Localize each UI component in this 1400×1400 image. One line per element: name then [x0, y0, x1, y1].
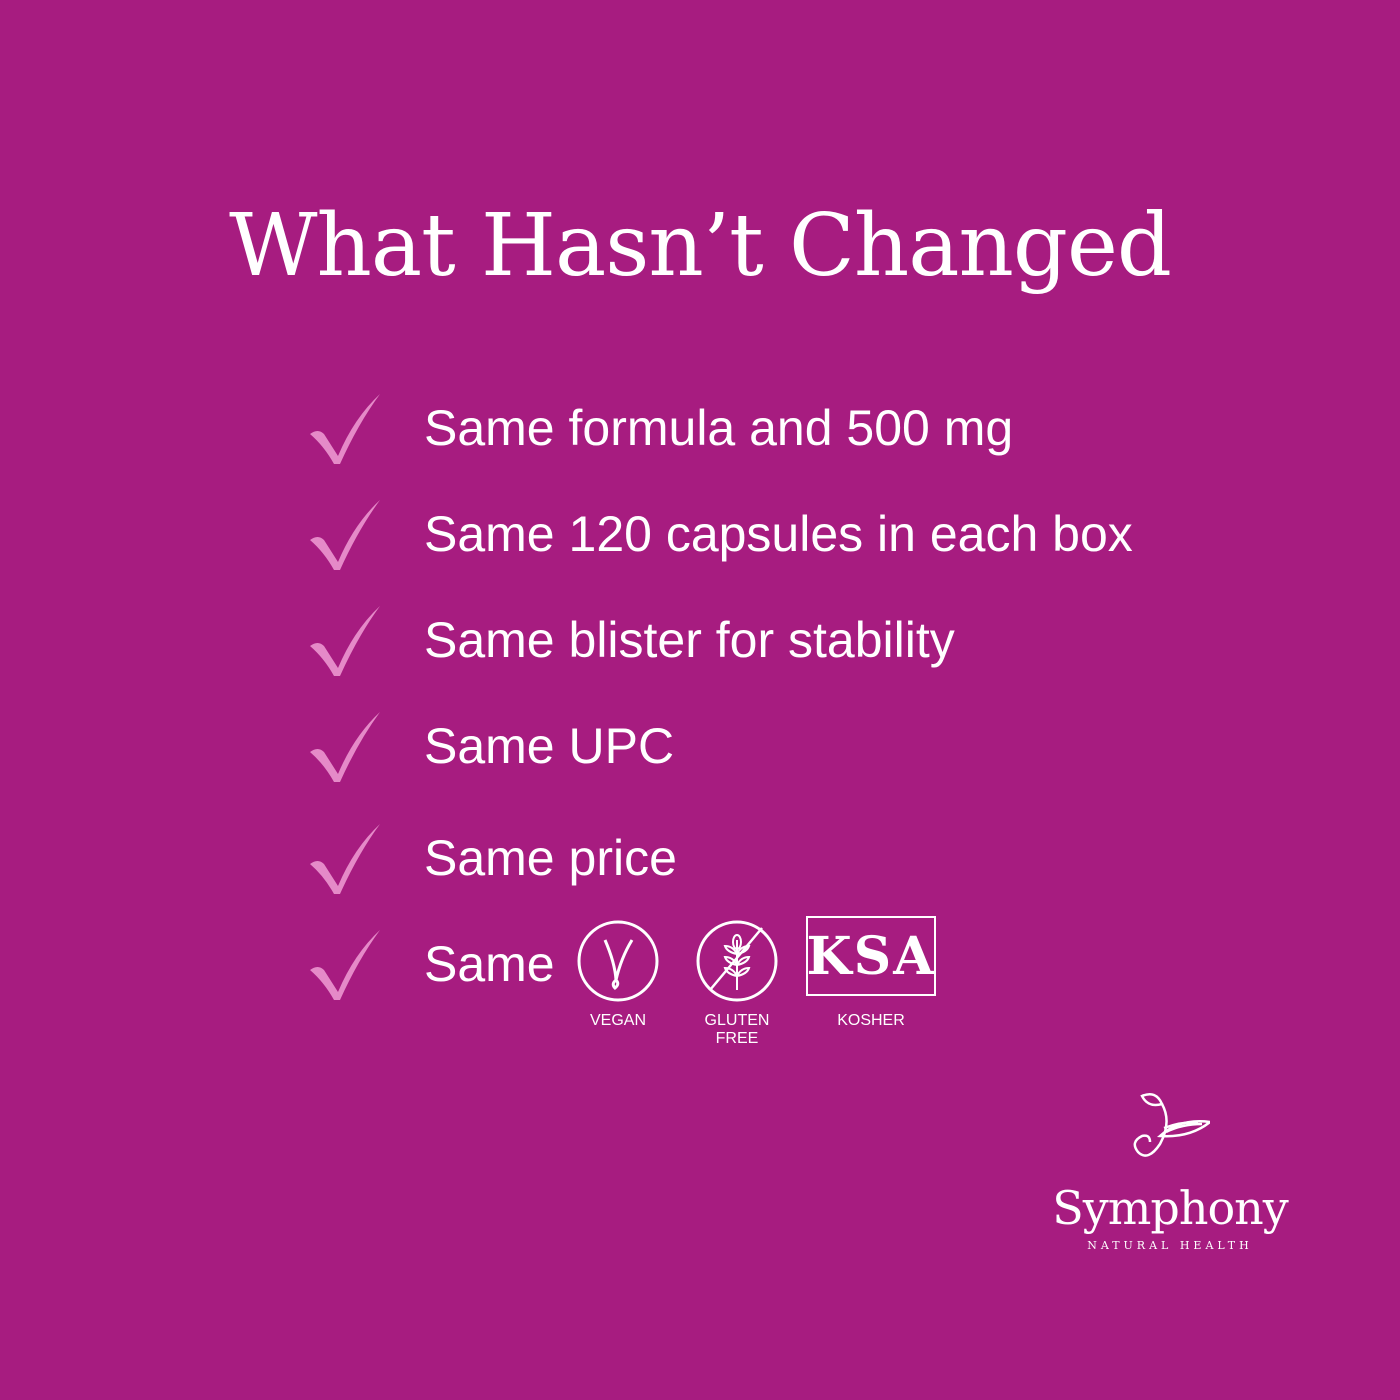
- list-item: Same blister for stability: [306, 600, 955, 680]
- kosher-badge: KSA KOSHER: [804, 916, 938, 1030]
- checkmark-icon: [310, 500, 380, 570]
- checkmark-icon: [310, 712, 380, 782]
- checkmark-icon: [310, 394, 380, 464]
- kosher-label: KOSHER: [837, 1012, 905, 1029]
- vegan-label: VEGAN: [589, 1012, 646, 1029]
- gluten-free-badge: GLUTEN FREE: [682, 918, 792, 1048]
- vegan-badge: VEGAN: [572, 918, 664, 1030]
- item-label: Same 120 capsules in each box: [424, 506, 1133, 562]
- kosher-icon: KSA: [806, 916, 936, 996]
- page-title: What Hasn’t Changed: [229, 196, 1172, 296]
- list-item: Same: [306, 924, 555, 1004]
- item-label: Same UPC: [424, 718, 675, 774]
- gluten-free-icon: [696, 920, 778, 1002]
- item-label: Same blister for stability: [424, 612, 955, 668]
- checkmark-icon: [310, 606, 380, 676]
- checkmark-icon: [310, 824, 380, 894]
- list-item: Same 120 capsules in each box: [306, 494, 1133, 574]
- list-item: Same formula and 500 mg: [306, 388, 1013, 468]
- leaf-swirl-icon: [1133, 1093, 1214, 1157]
- list-item: Same UPC: [306, 706, 674, 786]
- checkmark-icon: [310, 930, 380, 1000]
- brand-name: Symphony: [1052, 1181, 1289, 1235]
- item-label: Same: [424, 936, 555, 992]
- item-label: Same formula and 500 mg: [424, 400, 1014, 456]
- list-item: Same price: [306, 818, 677, 898]
- gluten-free-label: GLUTEN FREE: [704, 1012, 770, 1047]
- symphony-logo: Symphony NATURAL HEALTH: [1050, 1088, 1290, 1252]
- item-label: Same price: [424, 830, 677, 886]
- brand-tagline: NATURAL HEALTH: [1087, 1239, 1253, 1252]
- vegan-icon: [577, 920, 659, 1002]
